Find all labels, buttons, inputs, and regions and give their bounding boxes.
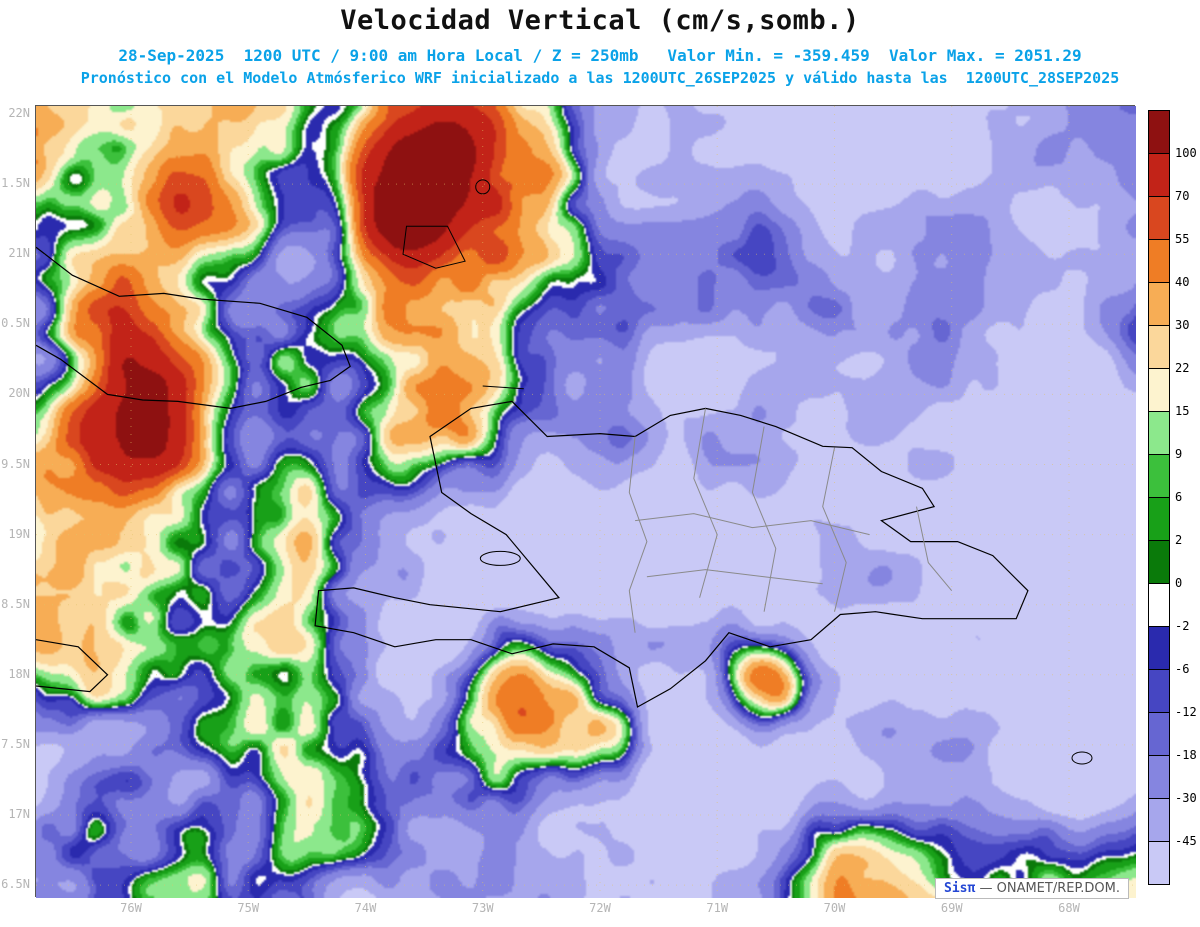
colorbar-segment [1148, 368, 1170, 412]
vertical-velocity-shaded-field [36, 106, 1136, 898]
colorbar-segment [1148, 540, 1170, 584]
colorbar-tick-label: 2 [1175, 533, 1183, 547]
colorbar-tick-label: -12 [1175, 705, 1197, 719]
brand-suffix: — ONAMET/REP.DOM. [975, 881, 1120, 896]
colorbar-tick-label: 30 [1175, 318, 1190, 332]
y-tick-label: 0.5N [1, 316, 30, 331]
brand-name: Sisπ [944, 881, 976, 896]
map-plot-area: Sisπ — ONAMET/REP.DOM. [35, 105, 1136, 899]
colorbar-segment [1148, 712, 1170, 756]
y-tick-label: 21N [8, 246, 30, 261]
y-tick-label: 7.5N [1, 736, 30, 751]
colorbar-segment [1148, 325, 1170, 369]
y-tick-label: 20N [8, 386, 30, 401]
y-tick-label: 8.5N [1, 596, 30, 611]
colorbar-segment [1148, 626, 1170, 670]
colorbar-segment [1148, 110, 1170, 154]
x-tick-label: 69W [940, 901, 963, 915]
x-tick-label: 73W [471, 901, 494, 915]
x-tick-label: 74W [354, 901, 377, 915]
y-tick-label: 17N [8, 807, 30, 821]
colorbar-segment [1148, 798, 1170, 842]
chart-subtitle-line2: Pronóstico con el Modelo Atmósferico WRF… [80, 69, 1120, 87]
colorbar-tick-label: -2 [1175, 619, 1190, 633]
colorbar-segment [1148, 841, 1170, 885]
colorbar-segment [1148, 497, 1170, 541]
colorbar-segment [1148, 411, 1170, 455]
colorbar-tick-label: 22 [1175, 361, 1190, 375]
colorbar-segment [1148, 755, 1170, 799]
colorbar-segment [1148, 239, 1170, 283]
x-tick-label: 75W [237, 901, 260, 915]
colorbar-segment [1148, 583, 1170, 627]
colorbar-tick-label: -18 [1175, 748, 1197, 762]
colorbar-tick-label: -30 [1175, 791, 1197, 805]
colorbar-segment [1148, 153, 1170, 197]
x-tick-label: 71W [706, 901, 729, 915]
colorbar-tick-label: 100 [1175, 146, 1197, 160]
x-tick-label: 76W [120, 901, 142, 915]
colorbar-segment [1148, 669, 1170, 713]
chart-subtitle-line1: 28-Sep-2025 1200 UTC / 9:00 am Hora Loca… [118, 46, 1082, 65]
x-tick-label: 72W [589, 901, 611, 915]
x-tick-label: 68W [1058, 901, 1080, 915]
y-tick-label: 9.5N [1, 456, 30, 471]
colorbar-tick-label: 15 [1175, 404, 1190, 418]
colorbar-tick-label: 40 [1175, 275, 1190, 289]
branding-label: Sisπ — ONAMET/REP.DOM. [935, 878, 1129, 899]
x-tick-label: 70W [823, 901, 846, 915]
y-tick-label: 19N [8, 526, 30, 541]
colorbar-tick-label: -6 [1175, 662, 1190, 676]
colorbar-segment [1148, 196, 1170, 240]
coastlines-overlay [36, 106, 1136, 898]
colorbar-tick-label: 0 [1175, 576, 1183, 590]
colorbar-segment [1148, 454, 1170, 498]
colorbar-tick-label: -45 [1175, 834, 1197, 848]
colorbar-segment [1148, 282, 1170, 326]
y-tick-label: 6.5N [1, 877, 30, 892]
colorbar-tick-label: 55 [1175, 232, 1190, 246]
colorbar-tick-label: 9 [1175, 447, 1183, 461]
colorbar-tick-label: 6 [1175, 490, 1183, 504]
colorbar-tick-label: 70 [1175, 189, 1190, 203]
y-tick-label: 18N [8, 666, 30, 681]
y-tick-label: 1.5N [1, 176, 30, 191]
y-tick-label: 22N [8, 106, 30, 120]
chart-title: Velocidad Vertical (cm/s,somb.) [340, 5, 860, 36]
